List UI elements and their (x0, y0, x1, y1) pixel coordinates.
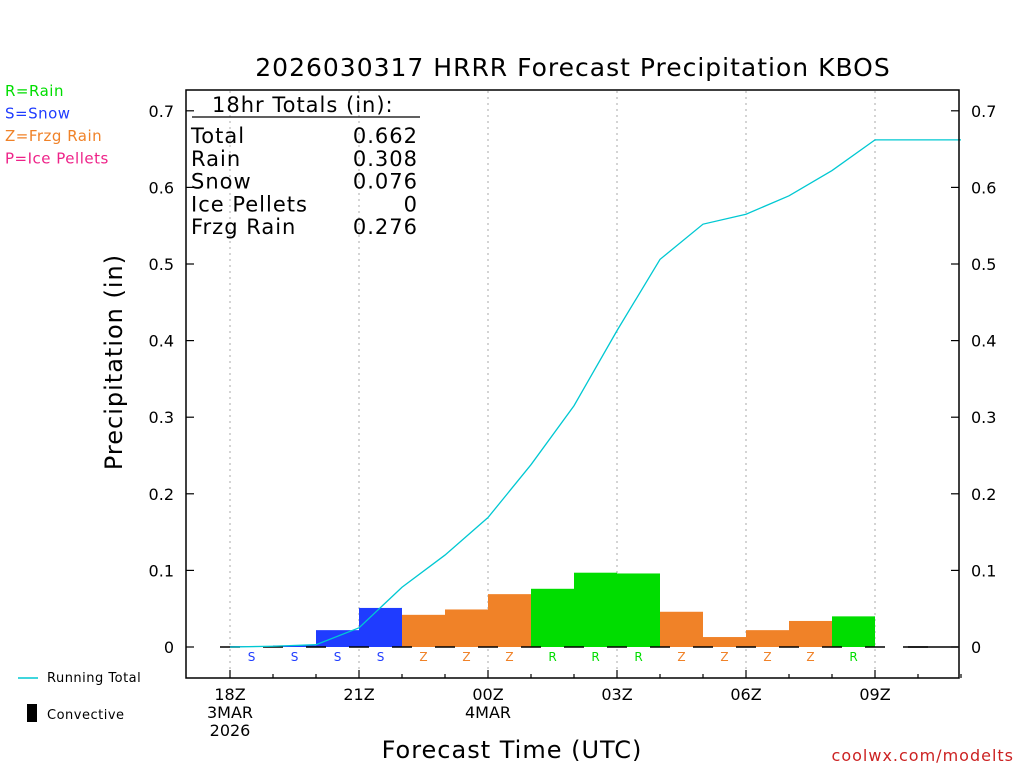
precip-type-code: S (248, 650, 256, 664)
x-tick-label: 03Z (601, 685, 632, 704)
y-tick-label-left: 0.5 (149, 255, 174, 274)
precip-bar (703, 637, 746, 647)
x-tick-label: 2026 (210, 721, 251, 740)
x-tick-label: 09Z (859, 685, 890, 704)
y-tick-label-left: 0.3 (149, 408, 174, 427)
precip-bar (531, 588, 574, 647)
hourly-bars (220, 572, 958, 648)
y-tick-label-right: 0.7 (971, 102, 996, 121)
precip-type-code: R (548, 650, 556, 664)
y-tick-label-left: 0.2 (149, 485, 174, 504)
totals-row-label: Rain (191, 147, 241, 171)
gridlines (229, 91, 876, 677)
y-tick-label-left: 0.1 (149, 561, 174, 580)
precip-type-code: Z (806, 650, 814, 664)
y-tick-label-left: 0.4 (149, 332, 174, 351)
totals-box: 18hr Totals (in): Total 0.662 Rain 0.308 Sno… (190, 93, 420, 239)
totals-row-value: 0.076 (353, 170, 418, 194)
type-legend-item: S=Snow (5, 105, 71, 123)
convective-legend-label: Convective (47, 708, 125, 723)
y-tick-label-left: 0 (164, 638, 174, 657)
precip-type-code: Z (763, 650, 771, 664)
x-tick-label: 21Z (343, 685, 374, 704)
totals-row-value: 0 (404, 192, 418, 216)
precip-type-code: Z (505, 650, 513, 664)
y-tick-label-right: 0.6 (971, 178, 996, 197)
y-tick-label-left: 0.7 (149, 102, 174, 121)
convective-legend-swatch (27, 704, 37, 722)
precip-type-code: R (634, 650, 642, 664)
totals-row-value: 0.308 (353, 147, 418, 171)
precip-type-code: S (334, 650, 342, 664)
chart-title: 2026030317 HRRR Forecast Precipitation K… (255, 53, 890, 82)
precip-bar (574, 572, 617, 647)
running-total-line (229, 139, 961, 648)
precip-bar (746, 630, 789, 647)
precip-bar (488, 594, 531, 647)
precip-type-code: S (291, 650, 299, 664)
y-tick-label-right: 0.2 (971, 485, 996, 504)
precip-type-code: R (591, 650, 599, 664)
precip-type-code: Z (720, 650, 728, 664)
precip-type-code: Z (419, 650, 427, 664)
type-legend-item: R=Rain (5, 82, 64, 100)
line-legend: Running Total Convective (18, 671, 141, 723)
precip-bar (445, 609, 488, 647)
x-axis-label: Forecast Time (UTC) (382, 736, 643, 764)
running-total-series (229, 139, 961, 648)
totals-header: 18hr Totals (in): (212, 93, 394, 117)
precip-bar (402, 614, 445, 647)
y-tick-label-right: 0.4 (971, 332, 996, 351)
precip-type-code: S (377, 650, 385, 664)
totals-row-value: 0.276 (353, 215, 418, 239)
y-tick-label-left: 0.6 (149, 178, 174, 197)
precip-bar (617, 573, 660, 647)
precip-bar (789, 620, 832, 647)
y-tick-label-right: 0 (971, 638, 981, 657)
y-axis-ticks: 0 0 0.1 0.1 0.2 0.2 0.3 0.3 0.4 0.4 0.5 0.5 0.6 0.6 0.… (149, 102, 997, 657)
x-tick-label: 3MAR (207, 703, 253, 722)
x-tick-label: 00Z (472, 685, 503, 704)
x-tick-label: 18Z (214, 685, 245, 704)
running-total-legend-label: Running Total (47, 671, 141, 686)
totals-row-value: 0.662 (353, 124, 418, 148)
x-tick-label: 4MAR (465, 703, 511, 722)
type-legend-item: Z=Frzg Rain (5, 127, 102, 145)
precip-bar (359, 607, 402, 647)
precip-bar (660, 611, 703, 647)
precip-type-code: Z (462, 650, 470, 664)
precip-type-legend: R=Rain S=Snow Z=Frzg Rain P=Ice Pellets (5, 82, 109, 168)
precip-bar (316, 630, 359, 647)
totals-row-label: Snow (191, 170, 252, 194)
y-tick-label-right: 0.5 (971, 255, 996, 274)
precip-bar (832, 616, 875, 647)
totals-row-label: Frzg Rain (191, 215, 296, 239)
y-tick-label-right: 0.1 (971, 561, 996, 580)
precip-bar (273, 645, 316, 647)
totals-row-label: Ice Pellets (191, 192, 308, 216)
credit-text: coolwx.com/modelts (832, 746, 1014, 765)
totals-row-label: Total (190, 124, 245, 148)
precip-type-code: Z (677, 650, 685, 664)
y-tick-label-right: 0.3 (971, 408, 996, 427)
plot-frame (185, 89, 960, 679)
type-legend-item: P=Ice Pellets (5, 150, 109, 168)
x-tick-label: 06Z (730, 685, 761, 704)
y-axis-label: Precipitation (in) (100, 254, 128, 470)
precip-type-code: R (849, 650, 857, 664)
